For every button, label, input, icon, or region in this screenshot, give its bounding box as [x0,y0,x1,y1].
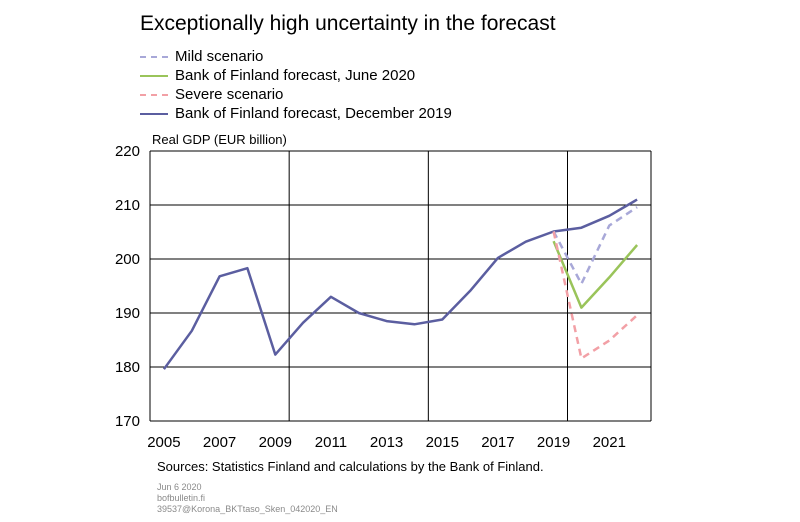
x-tick-label: 2007 [203,434,236,451]
gridlines [149,150,652,422]
legend: Mild scenario Bank of Finland forecast, J… [140,47,452,123]
series-line [552,240,639,309]
series-line [552,206,638,286]
sources-note: Sources: Statistics Finland and calculat… [157,459,544,474]
x-tick-label: 2015 [426,434,459,451]
legend-label: Severe scenario [175,86,284,103]
footer-code: 39537@Korona_BKTtaso_Sken_042020_EN [157,504,338,514]
series-line [162,198,638,370]
series-lines [162,198,639,370]
x-tick-label: 2019 [537,434,570,451]
y-tick-label: 210 [115,197,140,214]
y-tick-label: 170 [115,413,140,430]
legend-swatch [140,74,168,77]
x-tick-label: 2009 [259,434,292,451]
y-tick-label: 200 [115,251,140,268]
x-tick-label: 2011 [315,434,347,451]
legend-item: Bank of Finland forecast, June 2020 [140,66,452,85]
y-axis-label: Real GDP (EUR billion) [152,132,287,147]
x-tick-label: 2021 [593,434,626,451]
legend-swatch [140,55,168,58]
y-tick-label: 220 [115,143,140,160]
x-tick-label: 2017 [481,434,514,451]
y-tick-label: 190 [115,305,140,322]
footer-date: Jun 6 2020 [157,482,202,492]
legend-item: Severe scenario [140,85,452,104]
legend-label: Bank of Finland forecast, December 2019 [175,105,452,122]
legend-item: Mild scenario [140,47,452,66]
legend-swatch [140,93,168,96]
legend-label: Mild scenario [175,48,264,65]
x-tick-label: 2013 [370,434,403,451]
legend-swatch [140,112,168,115]
x-tick-label: 2005 [147,434,180,451]
legend-item: Bank of Finland forecast, December 2019 [140,104,452,123]
y-tick-label: 180 [115,359,140,376]
series-line [552,231,638,360]
chart-title: Exceptionally high uncertainty in the fo… [140,12,556,35]
tick-labels: 170 180 190 200 210 220 2005 2007 2009 2011 2013 20… [115,143,626,451]
footer-site: bofbulletin.fi [157,493,206,503]
legend-label: Bank of Finland forecast, June 2020 [175,67,416,84]
footer: Jun 6 2020 bofbulletin.fi 39537@Korona_B… [157,482,338,515]
